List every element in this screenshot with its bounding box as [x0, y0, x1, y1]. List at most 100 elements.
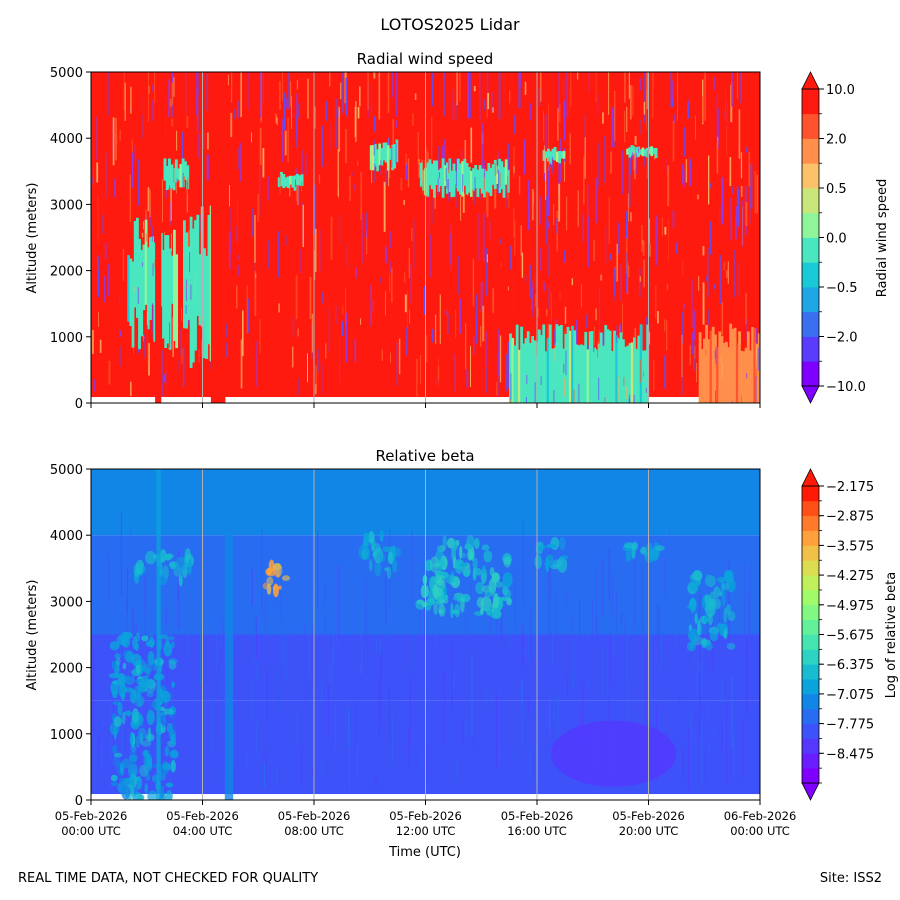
feature-cloud: [395, 139, 399, 163]
feature-cloud: [282, 174, 286, 189]
noise-streak: [418, 159, 420, 178]
noise-streak: [704, 72, 706, 121]
noise-streak: [494, 176, 497, 209]
colorbar-tick-label: 0.0: [826, 232, 847, 247]
noise-streak: [182, 132, 183, 179]
texture-streak: [302, 706, 304, 737]
noise-streak: [605, 396, 607, 403]
noise-streak: [548, 104, 549, 151]
noise-streak: [432, 72, 433, 107]
noise-streak: [370, 105, 373, 113]
feature-aerosol: [148, 678, 153, 687]
feature-aerosol: [130, 744, 137, 753]
feature-cloud: [378, 143, 381, 166]
texture-streak: [280, 564, 282, 621]
feature-aerosol: [123, 777, 134, 787]
y-tick-label: 3000: [50, 198, 83, 213]
feature-cloud: [506, 169, 510, 193]
texture-streak: [522, 520, 524, 606]
texture-streak: [499, 622, 501, 686]
texture-streak: [566, 676, 568, 697]
feature-boundary-layer: [733, 327, 737, 403]
feature-cloud: [491, 603, 495, 612]
noise-streak: [181, 307, 182, 321]
texture-streak: [695, 710, 697, 720]
feature-cloud: [382, 142, 386, 161]
radial-wind-panel: Radial wind speed 010002000300040005000 …: [25, 50, 890, 412]
feature-aerosol: [112, 689, 118, 699]
feature-cloud: [472, 168, 475, 191]
texture-streak: [251, 569, 253, 606]
noise-streak: [470, 72, 472, 119]
texture-streak: [412, 647, 414, 701]
noise-streak: [383, 181, 386, 232]
noise-streak: [147, 342, 149, 366]
noise-streak: [311, 314, 314, 353]
noise-streak: [559, 291, 561, 301]
noise-streak: [238, 255, 240, 260]
noise-streak: [653, 72, 654, 88]
feature-cloud: [369, 559, 373, 572]
noise-streak: [355, 267, 357, 279]
feature-cloud: [534, 554, 542, 569]
texture-streak: [391, 714, 394, 765]
texture-streak: [521, 681, 523, 747]
feature-cloud: [174, 159, 178, 183]
noise-streak: [748, 151, 751, 187]
x-tick-date: 05-Feb-2026: [389, 809, 462, 823]
noise-streak: [234, 109, 236, 120]
noise-streak: [564, 378, 566, 397]
noise-streak: [142, 114, 144, 139]
texture-streak: [264, 762, 266, 787]
feature-cloud: [453, 596, 462, 601]
noise-streak: [740, 152, 743, 179]
feature-column: [158, 72, 161, 403]
noise-streak: [259, 128, 262, 165]
feature-cloud: [654, 147, 658, 158]
noise-streak: [445, 168, 447, 181]
noise-streak: [459, 298, 462, 334]
noise-streak: [259, 319, 261, 354]
noise-streak: [455, 184, 457, 209]
x-tick-time: 12:00 UTC: [396, 824, 456, 838]
feature-aerosol: [191, 228, 195, 363]
noise-streak: [569, 89, 570, 118]
feature-cloud: [184, 548, 191, 564]
noise-streak: [608, 72, 610, 115]
feature-cloud: [502, 572, 513, 588]
feature-cloud: [372, 551, 377, 558]
noise-streak: [707, 247, 709, 298]
noise-streak: [670, 72, 671, 107]
noise-streak: [729, 157, 732, 186]
noise-streak: [595, 308, 597, 321]
noise-streak: [162, 179, 163, 222]
texture-streak: [474, 784, 476, 793]
noise-streak: [672, 120, 675, 162]
feature-column: [157, 72, 159, 403]
texture-streak: [120, 511, 122, 596]
texture-streak: [701, 639, 703, 694]
noise-streak: [262, 72, 264, 103]
texture-streak: [590, 549, 592, 603]
noise-streak: [543, 110, 544, 141]
noise-streak: [726, 100, 728, 130]
feature-cloud: [291, 176, 295, 188]
noise-streak: [242, 310, 244, 356]
feature-cloud: [556, 151, 559, 162]
texture-streak: [587, 613, 589, 645]
feature-cloud: [726, 643, 736, 650]
feature-cloud: [363, 532, 369, 545]
texture-streak: [276, 766, 278, 785]
texture-streak: [217, 768, 220, 783]
noise-streak: [186, 183, 188, 213]
colorbar-segment: [802, 649, 819, 665]
noise-streak: [171, 82, 174, 105]
noise-streak: [746, 372, 748, 379]
noise-streak: [163, 374, 166, 383]
feature-cloud: [723, 570, 731, 583]
feature-cloud: [546, 554, 554, 564]
noise-streak: [161, 350, 163, 397]
noise-streak: [577, 190, 579, 227]
noise-streak: [708, 155, 710, 205]
noise-streak: [500, 262, 502, 268]
